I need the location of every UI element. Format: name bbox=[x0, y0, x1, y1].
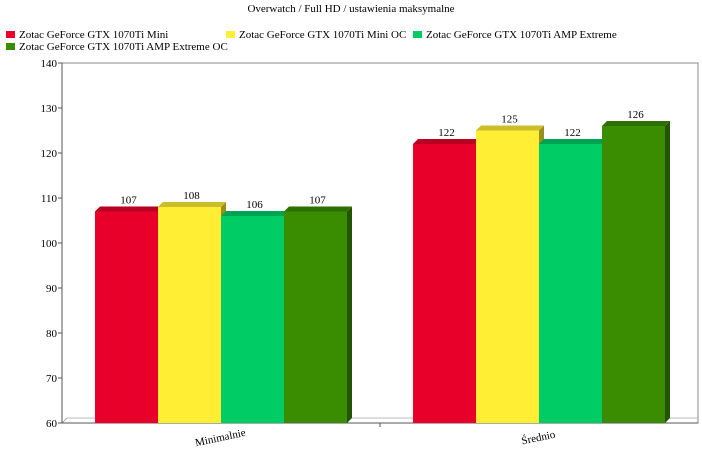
bar-front bbox=[476, 130, 539, 423]
bar-top bbox=[284, 206, 352, 212]
y-tick-label: 100 bbox=[41, 238, 58, 250]
bar-top bbox=[221, 211, 289, 216]
bar-value-label: 107 bbox=[309, 195, 326, 207]
y-tick-label: 90 bbox=[46, 283, 58, 295]
bar bbox=[413, 139, 481, 423]
bar-top bbox=[158, 202, 226, 207]
bar bbox=[539, 139, 607, 423]
bar bbox=[95, 206, 163, 423]
bar bbox=[221, 211, 289, 423]
bar-value-label: 125 bbox=[501, 114, 518, 126]
y-tick-label: 130 bbox=[41, 103, 58, 115]
x-tick-label: Minimalnie bbox=[194, 427, 247, 449]
bar-value-label: 108 bbox=[183, 190, 200, 202]
bar-side bbox=[347, 206, 352, 423]
bar bbox=[284, 206, 352, 423]
legend-swatch bbox=[6, 43, 15, 50]
bar-front bbox=[602, 126, 665, 423]
bar-top bbox=[602, 121, 670, 126]
bar-value-label: 126 bbox=[627, 109, 644, 121]
bar-top bbox=[539, 139, 607, 144]
legend-label: Zotac GeForce GTX 1070Ti AMP Extreme bbox=[426, 29, 617, 41]
bar bbox=[158, 202, 226, 423]
y-tick-label: 110 bbox=[41, 193, 58, 205]
bar-value-label: 106 bbox=[246, 199, 263, 211]
plot-area: 60 70 80 90 100 110 120 130 140 107 108 106 107 Minim… bbox=[41, 58, 699, 449]
legend-swatch bbox=[413, 31, 422, 38]
bar-front bbox=[158, 207, 221, 423]
x-tick-label: Średnio bbox=[520, 429, 556, 448]
bar-top bbox=[95, 206, 163, 212]
y-tick-label: 120 bbox=[41, 148, 58, 160]
bar bbox=[602, 121, 670, 423]
legend-label: Zotac GeForce GTX 1070Ti Mini OC bbox=[239, 29, 406, 41]
legend-label: Zotac GeForce GTX 1070Ti AMP Extreme OC bbox=[19, 41, 228, 53]
bar-side bbox=[665, 121, 670, 423]
chart-title: Overwatch / Full HD / ustawienia maksyma… bbox=[247, 3, 454, 15]
bar-value-label: 122 bbox=[564, 127, 581, 139]
bar-value-label: 107 bbox=[120, 195, 137, 207]
bar-front bbox=[284, 211, 347, 423]
y-tick-label: 80 bbox=[46, 328, 58, 340]
y-tick-label: 70 bbox=[46, 373, 58, 385]
bar-front bbox=[95, 211, 158, 423]
bar-value-label: 122 bbox=[438, 127, 455, 139]
legend: Zotac GeForce GTX 1070Ti Mini Zotac GeFor… bbox=[6, 29, 617, 53]
legend-swatch bbox=[6, 31, 15, 38]
bar-top bbox=[476, 125, 544, 131]
y-tick-label: 140 bbox=[41, 58, 58, 70]
bar-front bbox=[413, 144, 476, 423]
bar bbox=[476, 125, 544, 423]
floor-edge bbox=[61, 417, 68, 424]
bar-top bbox=[413, 139, 481, 144]
bar-front bbox=[539, 144, 602, 423]
y-tick-label: 60 bbox=[46, 418, 58, 430]
bar-front bbox=[221, 216, 284, 423]
legend-label: Zotac GeForce GTX 1070Ti Mini bbox=[19, 29, 168, 41]
legend-swatch bbox=[226, 31, 235, 38]
